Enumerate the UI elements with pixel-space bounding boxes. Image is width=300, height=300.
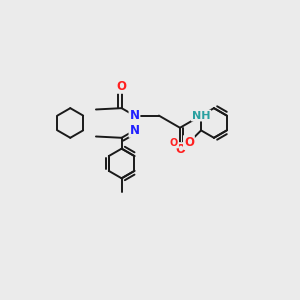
Text: O: O [117, 80, 127, 93]
Text: N: N [130, 124, 140, 137]
Text: N: N [130, 109, 140, 122]
Text: O: O [170, 137, 178, 148]
Text: O: O [184, 136, 194, 149]
Text: O: O [175, 143, 185, 156]
Text: NH: NH [192, 111, 210, 121]
